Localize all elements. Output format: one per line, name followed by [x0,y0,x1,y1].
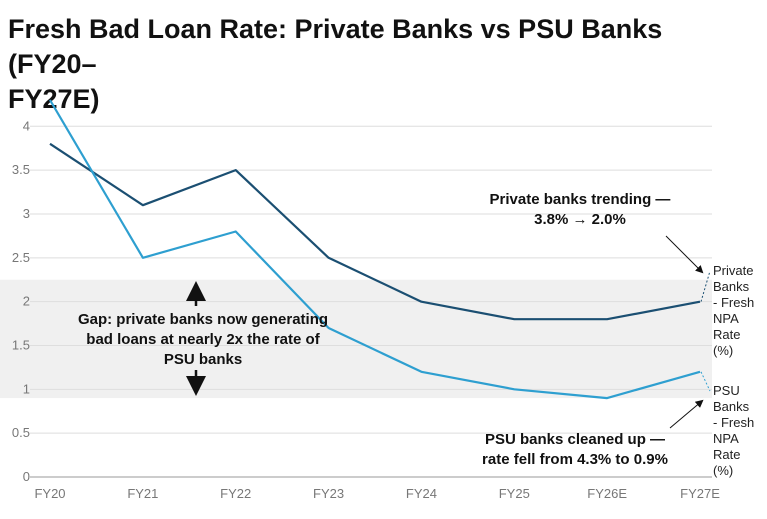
series-label-line: Private [713,263,753,278]
y-tick-label: 4 [23,118,30,133]
private-annotation-line: 3.8% → 2.0% [534,211,626,228]
private-annotation-arrow [665,235,704,274]
gap-annotation-line: bad loans at nearly 2x the rate of [86,331,320,348]
x-tick-label: FY21 [127,486,158,501]
private-annotation-line: Private banks trending — [490,191,671,208]
x-tick-label: FY25 [499,486,530,501]
series-label-line: NPA [713,311,739,326]
chart-title: Fresh Bad Loan Rate: Private Banks vs PS… [8,12,758,117]
series-label-connector [700,270,711,302]
psu-annotation-line: PSU banks cleaned up — [485,431,665,448]
psu-annotation-line: rate fell from 4.3% to 0.9% [482,451,668,468]
series-line-private [49,142,701,321]
series-label-line: - Fresh [713,415,754,430]
series-label-line: Rate [713,447,740,462]
x-tick-label: FY27E [680,486,720,501]
series-label-line: Banks [713,279,750,294]
series-line-psu [49,99,701,400]
y-tick-label: 2 [23,294,30,309]
x-tick-label: FY26E [587,486,627,501]
x-tick-label: FY22 [220,486,251,501]
gap-annotation-line: PSU banks [164,351,242,368]
series-label-line: (%) [713,463,733,478]
x-tick-label: FY24 [406,486,437,501]
x-tick-label: FY23 [313,486,344,501]
y-tick-label: 0.5 [12,425,30,440]
psu-annotation-arrow [669,399,704,429]
x-tick-label: FY20 [34,486,65,501]
y-tick-label: 1 [23,381,30,396]
y-tick-label: 3 [23,206,30,221]
series-label-connector [700,371,711,392]
highlight-band [0,279,712,399]
series-label-line: Rate [713,327,740,342]
y-tick-label: 0 [23,469,30,484]
y-tick-label: 3.5 [12,162,30,177]
chart-title-line-2: FY27E) [8,84,100,114]
y-tick-label: 1.5 [12,337,30,352]
series-label-line: PSU [713,383,740,398]
series-label-line: NPA [713,431,739,446]
series-label-line: (%) [713,343,733,358]
y-tick-label: 2.5 [12,250,30,265]
gap-annotation-line: Gap: private banks now generating [78,311,328,328]
chart-title-line-1: Fresh Bad Loan Rate: Private Banks vs PS… [8,14,663,79]
series-label-line: - Fresh [713,295,754,310]
series-label-line: Banks [713,399,750,414]
